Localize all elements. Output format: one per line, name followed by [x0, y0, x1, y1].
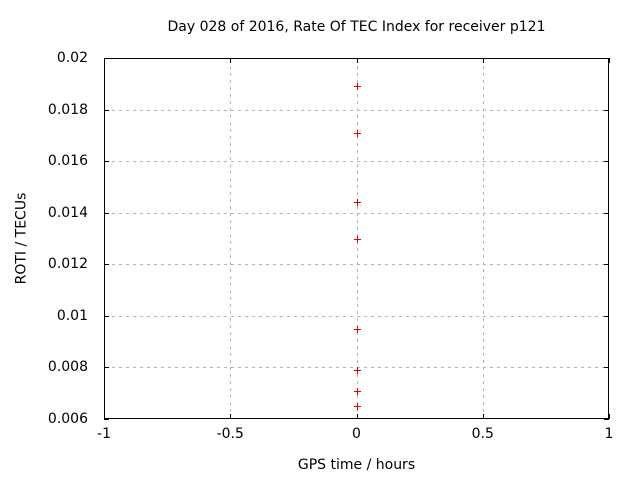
- axis-tick-right: [604, 316, 609, 317]
- x-axis-label: GPS time / hours: [297, 457, 416, 473]
- gridline-horizontal: [105, 161, 608, 162]
- axis-tick-left: [104, 58, 109, 59]
- axis-tick-bottom: [609, 414, 610, 419]
- axis-tick-left: [104, 213, 109, 214]
- y-tick-label: 0.018: [47, 101, 88, 118]
- gridline-vertical: [230, 59, 231, 418]
- y-tick-label: 0.008: [47, 359, 88, 376]
- y-tick-label: 0.006: [47, 411, 88, 427]
- x-tick-label: 0: [352, 426, 361, 442]
- gridline-horizontal: [105, 110, 608, 111]
- axis-tick-left: [104, 110, 109, 111]
- axis-tick-bottom: [357, 414, 358, 419]
- y-tick-label: 0.01: [56, 307, 88, 324]
- y-tick-label: 0.012: [47, 256, 88, 273]
- x-tick-label: -0.5: [216, 426, 244, 442]
- x-tick-label: -1: [97, 426, 111, 442]
- x-tick-label: 1: [604, 426, 614, 442]
- y-tick-label: 0.014: [47, 204, 88, 221]
- axis-tick-top: [609, 58, 610, 63]
- axis-tick-top: [230, 58, 231, 63]
- gridline-vertical: [483, 59, 484, 418]
- data-point-marker: [353, 235, 361, 243]
- gridline-horizontal: [105, 213, 608, 214]
- axis-tick-left: [104, 264, 109, 265]
- axis-tick-right: [604, 264, 609, 265]
- chart-title: Day 028 of 2016, Rate Of TEC Index for r…: [167, 19, 546, 35]
- data-point-marker: [353, 403, 361, 411]
- y-tick-label: 0.02: [56, 50, 88, 66]
- data-point-marker: [353, 367, 361, 374]
- axis-tick-left: [104, 161, 109, 162]
- data-point-marker: [353, 325, 361, 333]
- y-tick-label: 0.016: [47, 153, 88, 170]
- data-point-marker: [353, 387, 361, 395]
- axis-tick-right: [604, 161, 609, 162]
- axis-tick-left: [104, 316, 109, 317]
- axis-tick-right: [604, 213, 609, 214]
- axis-tick-right: [604, 110, 609, 111]
- data-point-marker: [353, 83, 361, 91]
- gridline-horizontal: [105, 264, 608, 265]
- axis-tick-top: [483, 58, 484, 63]
- axis-tick-right: [604, 58, 609, 59]
- plot-area: [104, 58, 610, 420]
- axis-tick-bottom: [230, 414, 231, 419]
- data-point-marker: [353, 129, 361, 137]
- axis-tick-left: [104, 419, 109, 420]
- gridline-horizontal: [105, 316, 608, 317]
- data-point-marker: [353, 199, 361, 207]
- x-tick-label: 0.5: [471, 426, 494, 442]
- axis-tick-right: [604, 367, 609, 368]
- axis-tick-right: [604, 419, 609, 420]
- axis-tick-bottom: [483, 414, 484, 419]
- axis-tick-top: [357, 58, 358, 63]
- axis-tick-left: [104, 367, 109, 368]
